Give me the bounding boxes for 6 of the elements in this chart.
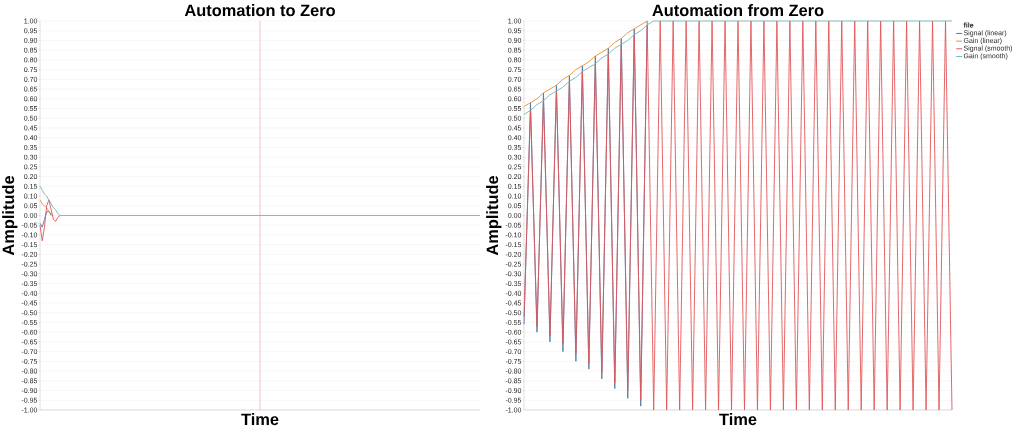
y-axis-title: Amplitude [2, 175, 18, 256]
x-axis-title: Time [719, 413, 757, 426]
chart-title: Automation from Zero [652, 4, 824, 17]
chart-title: Automation to Zero [184, 4, 335, 17]
y-axis-title: Amplitude [486, 175, 502, 256]
x-axis-title: Time [241, 413, 279, 426]
